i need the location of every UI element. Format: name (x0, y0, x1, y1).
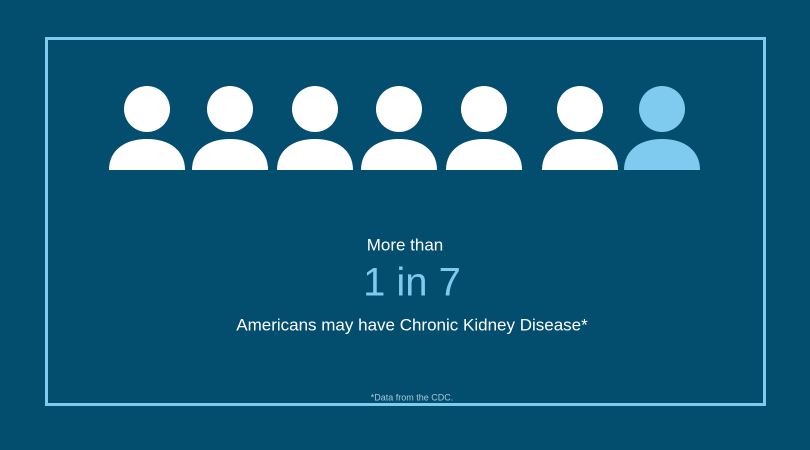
frame (45, 37, 766, 406)
person-head (292, 86, 338, 132)
person-body (109, 139, 185, 170)
person-body (542, 139, 618, 170)
person-head (557, 86, 603, 132)
person-body (277, 139, 353, 170)
person-body (624, 139, 700, 170)
person-body (192, 139, 268, 170)
lead-text: More than (367, 235, 444, 254)
statement: Americans may have Chronic Kidney Diseas… (236, 315, 588, 334)
person-head (207, 86, 253, 132)
person-body (361, 139, 437, 170)
people-icons (109, 86, 700, 170)
statistic: 1 in 7 (363, 261, 461, 305)
person-head (461, 86, 507, 132)
footnote: *Data from the CDC. (371, 392, 454, 402)
person-head (376, 86, 422, 132)
person-head (124, 86, 170, 132)
person-body (446, 139, 522, 170)
person-head (639, 86, 685, 132)
